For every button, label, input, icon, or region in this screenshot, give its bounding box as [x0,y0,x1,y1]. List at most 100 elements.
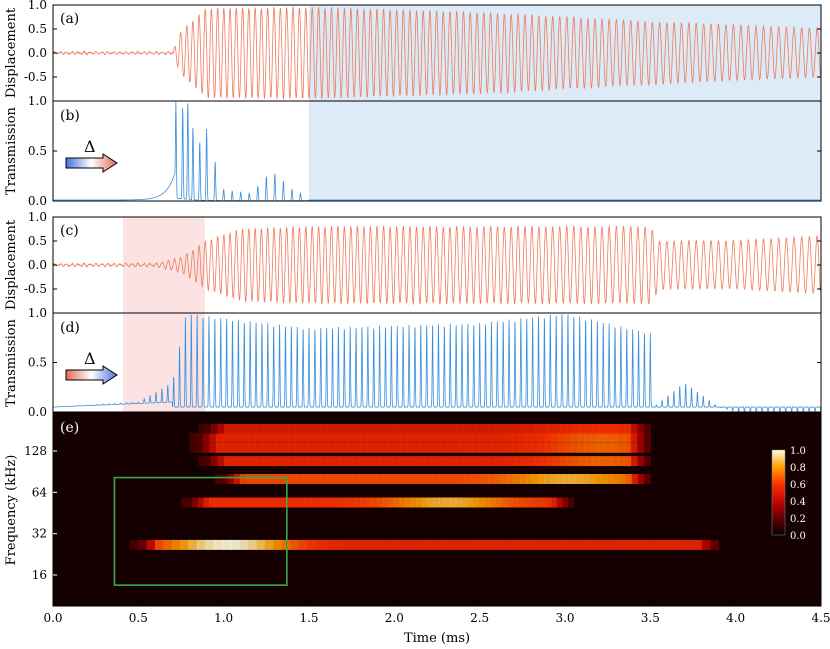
spectrogram-cell [488,456,496,467]
spectrogram-cell [213,539,223,550]
spectrogram-cell [452,442,460,453]
spectrogram-cell [475,456,483,467]
spectrogram-cell [270,497,277,508]
colorbar-ticks: 1.0 0.8 0.6 0.4 0.2 0.0 [790,446,806,542]
spectrogram-cell [643,442,651,453]
panel-e-xticks: 0.0 0.5 1.0 1.5 2.0 2.5 3.0 3.5 4.0 4.5 [43,601,830,625]
spectrogram-cell [506,497,513,508]
spectrogram-cell [346,456,354,467]
spectrogram-cell [476,474,484,484]
spectrogram-cell [288,456,296,467]
spectrogram-cell [249,456,257,467]
spectrogram-cell [637,474,645,484]
trace-line [52,313,822,414]
spectrogram-cell [485,442,493,453]
spectrogram-cell [382,497,390,508]
spectrogram-cell [391,424,399,434]
spectrogram-cell [624,432,632,443]
spectrogram-cell [294,432,303,443]
spectrogram-cell [534,456,542,467]
spectrogram-cell [631,474,639,484]
spectrogram-cell [243,456,251,467]
spectrogram-cell [377,497,384,508]
spectrogram-cell [327,474,334,484]
xtick-label: 2.0 [385,611,404,625]
spectrogram-cell [338,497,345,508]
spectrogram-cell [701,539,711,550]
ytick-label: 1.0 [28,210,47,224]
spectrogram-cell [571,432,579,443]
spectrogram-cell [294,442,303,453]
spectrogram-cell [517,497,524,508]
spectrogram-cell [604,442,612,453]
spectrogram-cell [659,539,669,550]
ytick-label: 1.0 [28,94,47,108]
spectrogram-cell [287,497,294,508]
spectrogram-cell [398,456,406,467]
colorbar-tick-label: 0.6 [790,480,806,491]
spectrogram-cell [385,456,393,467]
spectrogram-cell [331,539,341,550]
spectrogram-cell [624,456,632,467]
spectrogram-cell [275,424,283,434]
spectrogram-cell [489,497,496,508]
spectrogram-cell [298,539,307,550]
spectrogram-cell [609,539,619,550]
spectrogram-cell [459,432,467,443]
spectrogram-cell [618,456,626,467]
ytick-label: 16 [32,568,47,582]
spectrogram-cell [581,474,589,484]
spectrogram-cell [551,432,559,443]
spectrogram-cell [217,456,225,467]
spectrogram-cell [419,432,428,443]
spectrogram-cell [197,497,204,508]
spectrogram-cell [281,497,289,508]
spectrogram-cell [321,497,328,508]
spectrogram-cell [197,539,207,550]
spectrogram-cell [540,424,548,434]
spectrogram-cell [407,474,415,484]
spectrogram-cell [340,456,348,467]
spectrogram-cell [360,497,367,508]
spectrogram-cell [463,474,471,484]
spectrogram-cell [584,539,593,550]
spectrogram-cell [269,456,277,467]
spectrogram-cell [424,539,434,550]
spectrogram-cell [512,442,520,453]
spectrogram-cell [372,424,380,434]
spectrogram-cell [483,539,493,550]
spectrogram-cell [242,432,250,443]
spectrogram-cell [353,456,361,467]
spectrogram-cell [282,424,290,434]
spectrogram-cell [450,456,458,467]
spectrogram-cell [469,456,477,467]
spectrogram-cell [572,456,580,467]
spectrogram-cell [411,456,419,467]
xtick-label: 3.5 [641,611,660,625]
spectrogram-cell [348,539,358,550]
spectrogram-cell [155,539,164,550]
spectrogram-cell [606,474,614,484]
spectrogram-cell [592,424,600,434]
xtick-label: 1.0 [214,611,233,625]
spectrogram-cell [258,474,266,484]
spectrogram-cell [196,442,204,453]
spectrogram-cell [538,442,546,453]
colorbar-tick-label: 1.0 [790,446,806,457]
spectrogram-cell [227,474,235,484]
spectrogram-cell [466,432,474,443]
colorbar-tick-label: 0.2 [790,514,806,525]
spectrogram-cell [577,432,586,443]
spectrogram-cell [584,432,592,443]
spectrogram-cell [491,539,501,550]
spectrogram-cell [259,497,266,508]
spectrogram-cell [301,432,309,443]
spectrogram-cell [426,474,434,484]
spectrogram-cell [492,432,500,443]
spectrogram-cell [370,474,378,484]
spectrogram-cell [588,474,595,484]
ytick-label: -0.5 [24,70,47,84]
spectrogram-cell [367,432,375,443]
xtick-label: 1.5 [299,611,318,625]
spectrogram-cell [420,474,428,484]
